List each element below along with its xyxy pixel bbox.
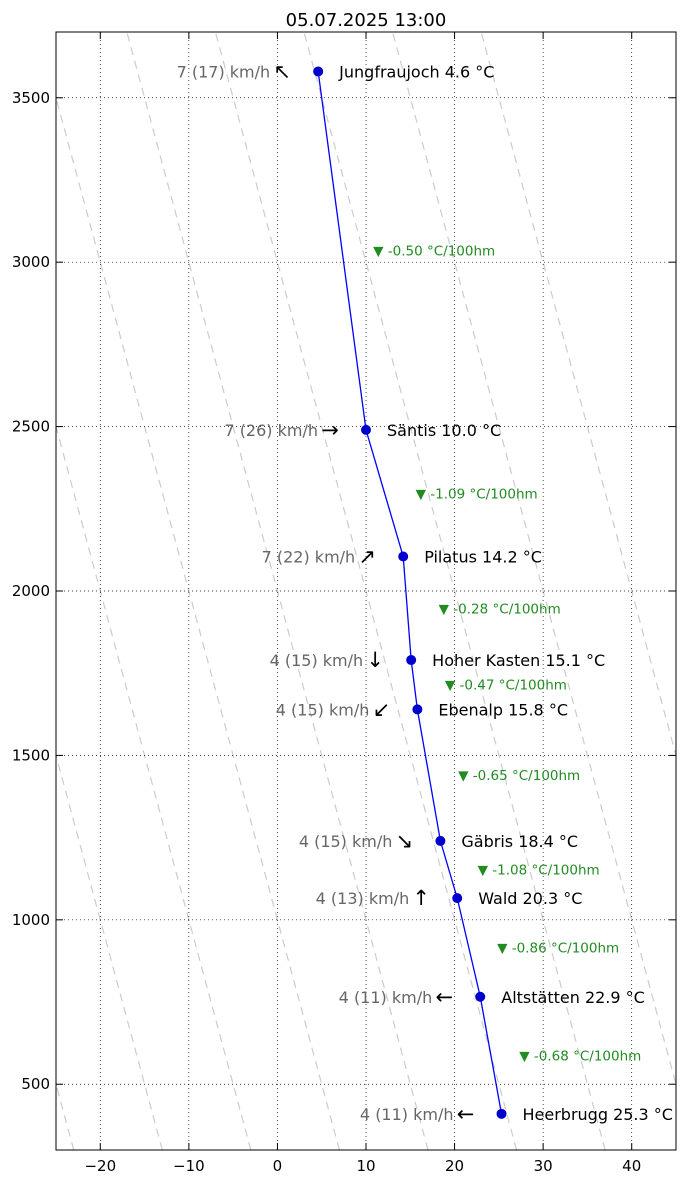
station-label: Gäbris 18.4 °C bbox=[461, 832, 578, 851]
lapse-rate-annotations: ▼ -0.50 °C/100hm ▼ -1.09 °C/100hm ▼ -0.28 … bbox=[373, 244, 641, 1065]
station-label: Heerbrugg 25.3 °C bbox=[523, 1105, 673, 1124]
station-point bbox=[452, 893, 463, 904]
wind-direction-arrow: ← bbox=[435, 985, 453, 1009]
lapse-rate-label: ▼ -0.47 °C/100hm bbox=[445, 678, 567, 694]
station-label: Altstätten 22.9 °C bbox=[501, 988, 645, 1007]
wind-speed-label: 4 (15) km/h bbox=[276, 700, 370, 719]
x-tick-label: 30 bbox=[534, 1157, 553, 1175]
lapse-rate-label: ▼ -0.50 °C/100hm bbox=[373, 244, 495, 260]
wind-direction-arrow: ↙ bbox=[373, 697, 391, 721]
wind-direction-arrow: → bbox=[321, 418, 339, 442]
y-tick-label: 1000 bbox=[12, 911, 50, 929]
wind-speed-label: 7 (26) km/h bbox=[224, 421, 318, 440]
wind-speed-label: 7 (22) km/h bbox=[262, 547, 356, 566]
x-tick-label: 20 bbox=[445, 1157, 464, 1175]
station-point bbox=[475, 991, 486, 1002]
lapse-rate-label: ▼ -1.08 °C/100hm bbox=[478, 863, 600, 879]
station-point bbox=[406, 655, 417, 666]
station-point bbox=[398, 551, 409, 562]
wind-direction-arrow: ↘ bbox=[396, 829, 414, 853]
x-tick-label: 40 bbox=[622, 1157, 641, 1175]
station-point bbox=[496, 1108, 507, 1119]
x-tick-label: 0 bbox=[273, 1157, 283, 1175]
reference-line bbox=[391, 32, 676, 1087]
wind-direction-arrow: ↖ bbox=[273, 59, 291, 83]
station-label: Pilatus 14.2 °C bbox=[424, 547, 542, 566]
station-point bbox=[435, 835, 446, 846]
y-tick-label: 2500 bbox=[12, 418, 50, 436]
profile-line bbox=[317, 71, 503, 1114]
station-label: Ebenalp 15.8 °C bbox=[438, 700, 568, 719]
station-label: Säntis 10.0 °C bbox=[387, 421, 501, 440]
wind-direction-arrow: ↓ bbox=[366, 648, 384, 672]
station-annotations: Jungfraujoch 4.6 °C ↖7 (17) km/h Säntis 10… bbox=[177, 59, 673, 1125]
reference-line bbox=[126, 32, 429, 1150]
x-tick-label: −20 bbox=[84, 1157, 116, 1175]
x-tick-label: −10 bbox=[173, 1157, 205, 1175]
station-label: Wald 20.3 °C bbox=[478, 889, 582, 908]
y-tick-label: 2000 bbox=[12, 582, 50, 600]
y-tick-label: 500 bbox=[21, 1075, 50, 1093]
station-label: Jungfraujoch 4.6 °C bbox=[338, 62, 494, 81]
reference-line bbox=[480, 32, 676, 758]
station-label: Hoher Kasten 15.1 °C bbox=[432, 651, 605, 670]
lapse-rate-label: ▼ -0.65 °C/100hm bbox=[458, 768, 580, 784]
lapse-rate-label: ▼ -1.09 °C/100hm bbox=[416, 486, 538, 502]
y-tick-label: 1500 bbox=[12, 746, 50, 764]
lapse-rate-label: ▼ -0.28 °C/100hm bbox=[439, 601, 561, 617]
wind-speed-label: 4 (15) km/h bbox=[299, 832, 393, 851]
wind-speed-label: 4 (15) km/h bbox=[270, 651, 364, 670]
lapse-rate-label: ▼ -0.86 °C/100hm bbox=[497, 940, 619, 956]
reference-line bbox=[214, 32, 518, 1150]
axes-ticks: −20 −10 0 10 20 30 40 500 1000 1500 2000 2500 3000 35… bbox=[12, 32, 676, 1175]
wind-speed-label: 7 (17) km/h bbox=[177, 62, 271, 81]
wind-speed-label: 4 (11) km/h bbox=[339, 988, 433, 1007]
wind-direction-arrow: ↑ bbox=[412, 886, 430, 910]
lapse-rate-label: ▼ -0.68 °C/100hm bbox=[519, 1048, 641, 1064]
wind-direction-arrow: ↗ bbox=[358, 544, 376, 568]
y-tick-label: 3500 bbox=[12, 89, 50, 107]
station-point bbox=[313, 66, 324, 77]
y-tick-label: 3000 bbox=[12, 253, 50, 271]
x-tick-label: 10 bbox=[356, 1157, 375, 1175]
wind-speed-label: 4 (11) km/h bbox=[360, 1105, 454, 1124]
temperature-profile bbox=[313, 66, 507, 1119]
station-point bbox=[361, 424, 371, 435]
station-point bbox=[412, 704, 423, 715]
reference-lapse-lines bbox=[56, 32, 676, 1150]
grid bbox=[56, 32, 676, 1150]
chart-title: 05.07.2025 13:00 bbox=[286, 10, 447, 31]
reference-line bbox=[303, 32, 606, 1150]
wind-direction-arrow: ← bbox=[457, 1102, 475, 1126]
wind-speed-label: 4 (13) km/h bbox=[316, 889, 410, 908]
